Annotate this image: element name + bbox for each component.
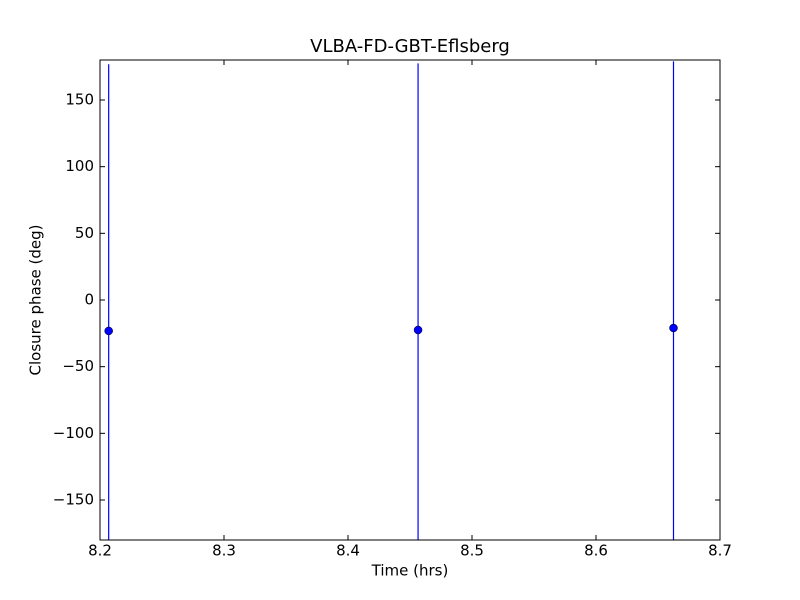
y-tick-label: 100 bbox=[65, 157, 94, 175]
y-tick-label: −100 bbox=[53, 424, 94, 442]
y-tick-label: −150 bbox=[53, 491, 94, 509]
chart-title: VLBA-FD-GBT-Eflsberg bbox=[310, 36, 510, 57]
plot-area bbox=[104, 61, 678, 540]
x-axis-label: Time (hrs) bbox=[371, 562, 449, 580]
data-point bbox=[669, 323, 678, 333]
y-tick-label: 50 bbox=[75, 224, 94, 242]
x-tick-label: 8.3 bbox=[212, 542, 236, 560]
x-tick-label: 8.2 bbox=[88, 542, 112, 560]
x-tick-label: 8.4 bbox=[336, 542, 360, 560]
y-tick-label: −50 bbox=[62, 357, 94, 375]
data-point bbox=[413, 325, 423, 335]
y-axis-label: Closure phase (deg) bbox=[27, 225, 45, 376]
data-point bbox=[104, 326, 113, 336]
x-tick-label: 8.7 bbox=[708, 542, 732, 560]
y-tick-label: 0 bbox=[84, 291, 94, 309]
y-tick-label: 150 bbox=[65, 91, 94, 109]
x-tick-label: 8.5 bbox=[460, 542, 484, 560]
x-tick-label: 8.6 bbox=[584, 542, 608, 560]
